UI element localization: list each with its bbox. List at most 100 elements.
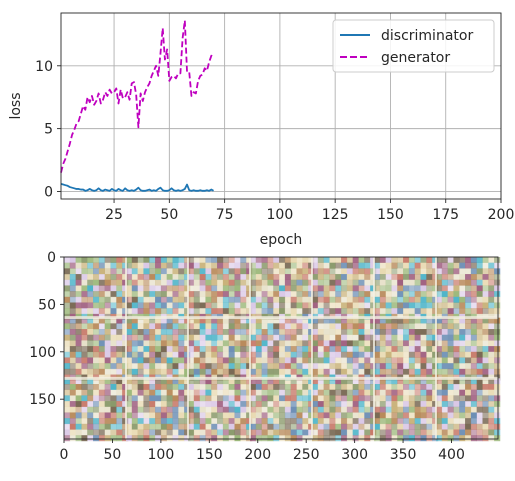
tile-pixel bbox=[110, 262, 117, 269]
tile-pixel bbox=[267, 296, 274, 303]
tile-pixel bbox=[414, 340, 421, 347]
tile-pixel bbox=[284, 401, 291, 408]
tile-pixel bbox=[279, 274, 286, 281]
tile-pixel bbox=[465, 401, 472, 408]
tile-pixel bbox=[172, 389, 179, 396]
tile-pixel bbox=[470, 279, 477, 286]
tile-pixel bbox=[441, 384, 448, 391]
tile-pixel bbox=[312, 351, 319, 358]
tile-pixel bbox=[391, 285, 398, 292]
tile-pixel bbox=[98, 296, 105, 303]
tile-pixel bbox=[465, 274, 472, 281]
tile-pixel bbox=[323, 262, 330, 269]
tile-pixel bbox=[302, 317, 309, 324]
tile-pixel bbox=[312, 401, 319, 408]
tile-pixel bbox=[441, 363, 448, 370]
tile-pixel bbox=[240, 262, 247, 269]
tile-pixel bbox=[250, 357, 257, 364]
tile-pixel bbox=[261, 423, 268, 430]
tile-pixel bbox=[323, 368, 330, 375]
tile-pixel bbox=[81, 262, 88, 269]
tile-pixel bbox=[199, 291, 206, 298]
tile-pixel bbox=[205, 368, 212, 375]
tile-pixel bbox=[75, 368, 82, 375]
tile-pixel bbox=[217, 384, 224, 391]
tile-pixel bbox=[488, 340, 495, 347]
tile-pixel bbox=[110, 418, 117, 425]
tile-pixel bbox=[81, 384, 88, 391]
generated-image-tile bbox=[250, 378, 315, 442]
tile-pixel bbox=[255, 357, 262, 364]
tile-pixel bbox=[211, 323, 218, 330]
image-y-tick-label: 50 bbox=[38, 297, 56, 313]
tile-pixel bbox=[447, 257, 454, 263]
tile-pixel bbox=[199, 384, 206, 391]
tile-pixel bbox=[267, 334, 274, 341]
tile-pixel bbox=[273, 368, 280, 375]
tile-pixel bbox=[188, 268, 195, 275]
tile-pixel bbox=[317, 401, 324, 408]
tile-pixel bbox=[476, 279, 483, 286]
tile-pixel bbox=[104, 378, 111, 385]
tile-pixel bbox=[131, 378, 138, 385]
tile-pixel bbox=[290, 423, 297, 430]
tile-pixel bbox=[436, 384, 443, 391]
tile-pixel bbox=[335, 412, 342, 419]
tile-pixel bbox=[193, 395, 200, 402]
tile-pixel bbox=[302, 334, 309, 341]
tile-pixel bbox=[379, 423, 386, 430]
tile-pixel bbox=[261, 323, 268, 330]
tile-pixel bbox=[284, 412, 291, 419]
tile-pixel bbox=[110, 334, 117, 341]
tile-pixel bbox=[126, 296, 133, 303]
tile-pixel bbox=[482, 429, 489, 436]
tile-pixel bbox=[420, 296, 427, 303]
tile-pixel bbox=[364, 340, 371, 347]
tile-pixel bbox=[155, 406, 162, 413]
tile-pixel bbox=[228, 268, 235, 275]
tile-pixel bbox=[447, 363, 454, 370]
tile-pixel bbox=[476, 401, 483, 408]
tile-pixel bbox=[426, 308, 433, 315]
tile-pixel bbox=[228, 357, 235, 364]
tile-pixel bbox=[93, 296, 100, 303]
tile-pixel bbox=[420, 279, 427, 286]
tile-pixel bbox=[453, 351, 460, 358]
tile-pixel bbox=[403, 323, 410, 330]
tile-pixel bbox=[240, 412, 247, 419]
tile-pixel bbox=[488, 423, 495, 430]
tile-pixel bbox=[374, 296, 381, 303]
tile-pixel bbox=[379, 274, 386, 281]
tile-pixel bbox=[279, 351, 286, 358]
tile-pixel bbox=[279, 401, 286, 408]
tile-pixel bbox=[143, 329, 150, 336]
tile-pixel bbox=[408, 395, 415, 402]
tile-pixel bbox=[302, 401, 309, 408]
tile-pixel bbox=[290, 378, 297, 385]
tile-pixel bbox=[104, 317, 111, 324]
tile-pixel bbox=[420, 435, 427, 442]
tile-pixel bbox=[222, 296, 229, 303]
tile-pixel bbox=[346, 346, 353, 353]
tile-pixel bbox=[193, 291, 200, 298]
tile-pixel bbox=[284, 435, 291, 442]
image-y-tick-label: 150 bbox=[29, 392, 56, 408]
tile-pixel bbox=[98, 274, 105, 281]
tile-pixel bbox=[436, 323, 443, 330]
tile-pixel bbox=[143, 262, 150, 269]
tile-pixel bbox=[459, 412, 466, 419]
tile-pixel bbox=[137, 285, 144, 292]
tile-pixel bbox=[255, 435, 262, 442]
tile-pixel bbox=[250, 340, 257, 347]
tile-pixel bbox=[346, 401, 353, 408]
tile-pixel bbox=[426, 384, 433, 391]
tile-pixel bbox=[476, 291, 483, 298]
tile-pixel bbox=[453, 423, 460, 430]
tile-pixel bbox=[126, 334, 133, 341]
tile-pixel bbox=[335, 257, 342, 263]
tile-pixel bbox=[391, 296, 398, 303]
tile-pixel bbox=[240, 423, 247, 430]
tile-pixel bbox=[302, 279, 309, 286]
tile-pixel bbox=[104, 334, 111, 341]
tile-pixel bbox=[110, 389, 117, 396]
